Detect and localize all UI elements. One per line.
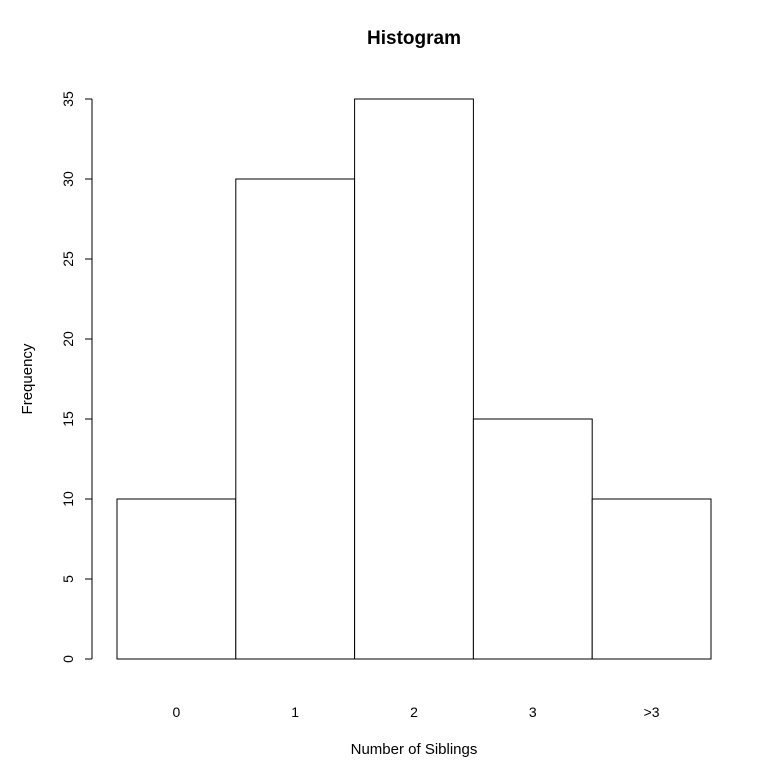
y-axis-label: Frequency [19, 343, 36, 414]
y-tick-label: 0 [60, 655, 76, 663]
x-tick-label: >3 [644, 704, 660, 720]
y-tick-label: 35 [60, 91, 76, 107]
chart-title: Histogram [367, 28, 461, 49]
x-tick-label: 1 [291, 704, 299, 720]
y-tick-label: 10 [60, 491, 76, 507]
x-tick-label: 3 [529, 704, 537, 720]
bar-3 [472, 418, 593, 660]
y-axis: 0 5 10 15 20 25 30 35 [60, 91, 93, 663]
x-tick-label: 0 [173, 704, 181, 720]
bar-0 [116, 498, 237, 660]
bars-group [116, 98, 712, 660]
y-tick-label: 20 [60, 331, 76, 347]
y-tick-label: 15 [60, 411, 76, 427]
bar-2 [354, 98, 474, 660]
x-tick-labels: 0 1 2 3 >3 [173, 704, 660, 720]
y-tick-label: 30 [60, 171, 76, 187]
x-tick-label: 2 [410, 704, 418, 720]
y-tick-label: 25 [60, 251, 76, 267]
bar-4 [591, 498, 712, 660]
x-axis-label: Number of Siblings [351, 741, 478, 758]
y-tick-label: 5 [60, 575, 76, 583]
bar-1 [235, 178, 356, 660]
